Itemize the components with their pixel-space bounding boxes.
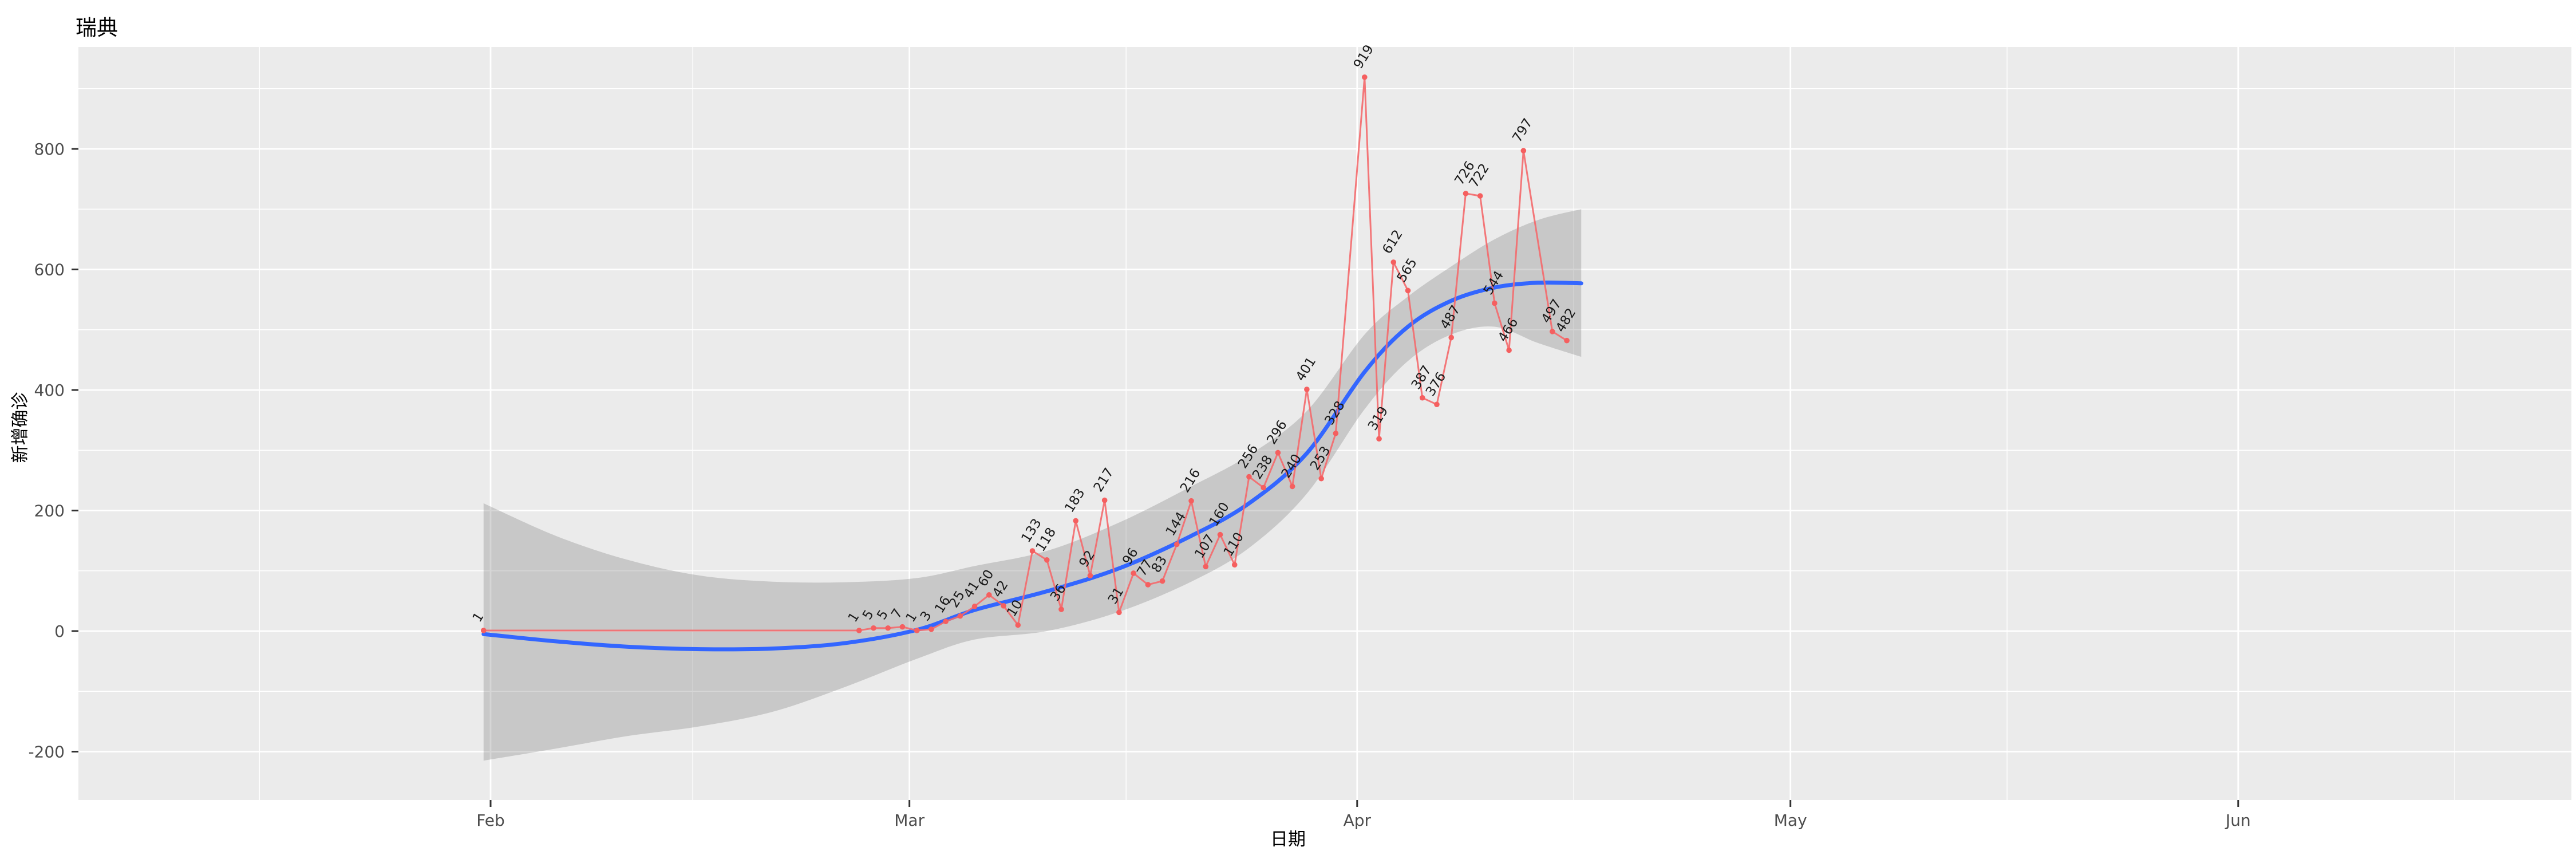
x-axis-tick-label: Apr: [1344, 811, 1372, 830]
data-point: [1044, 557, 1050, 563]
data-point: [1333, 430, 1339, 436]
data-point: [1116, 609, 1122, 616]
y-axis-title: 新增确诊: [10, 392, 31, 463]
x-axis-tick-label: Feb: [476, 811, 505, 830]
data-point: [1131, 570, 1136, 576]
y-axis-tick-label: 800: [34, 140, 65, 159]
data-point: [1058, 606, 1064, 612]
data-point: [1188, 498, 1194, 504]
confidence-band: [483, 209, 1582, 761]
data-point: [1246, 474, 1252, 480]
data-point: [1419, 395, 1425, 401]
data-point: [986, 592, 992, 598]
data-point: [480, 628, 487, 633]
data-point: [1362, 74, 1368, 80]
data-point: [1001, 602, 1006, 609]
data-point: [1231, 562, 1238, 568]
data-point: [899, 624, 906, 630]
data-point: [1087, 573, 1093, 578]
data-point: [971, 604, 978, 609]
data-point: [1477, 193, 1483, 199]
data-point: [1174, 541, 1180, 547]
data-point: [1073, 518, 1078, 524]
data-point: [1101, 497, 1108, 503]
x-axis-tick-label: Mar: [894, 811, 924, 830]
plot-panel: [78, 47, 2571, 800]
data-point: [1390, 259, 1397, 265]
data-point: [871, 625, 876, 631]
y-axis-tick-label: 600: [34, 261, 65, 279]
data-point: [1217, 531, 1223, 538]
data-point: [1289, 483, 1295, 490]
data-point: [1520, 148, 1527, 153]
data-point: [1448, 334, 1454, 341]
data-point: [856, 628, 862, 633]
data-point: [1318, 475, 1324, 482]
data-point: [1549, 329, 1555, 334]
data-point: [1275, 450, 1281, 456]
data-point: [885, 625, 891, 631]
data-point: [1261, 484, 1266, 491]
smooth-line: [481, 280, 1583, 652]
data-point: [1015, 622, 1021, 628]
data-point: [1145, 582, 1151, 588]
data-point: [1492, 300, 1498, 306]
data-point: [914, 628, 920, 633]
data-point: [943, 618, 949, 624]
plot-title: 瑞典: [76, 15, 118, 40]
data-point: [929, 626, 934, 632]
data-point: [1463, 191, 1469, 196]
x-axis-tick-label: Jun: [2225, 811, 2251, 830]
data-point: [1203, 564, 1209, 570]
data-point: [1159, 578, 1165, 584]
data-point: [1304, 387, 1310, 392]
x-axis-tick-label: May: [1774, 811, 1807, 830]
y-axis-tick-label: 400: [34, 381, 65, 400]
data-point: [957, 613, 963, 619]
data-point: [1506, 347, 1512, 353]
data-point: [1564, 337, 1570, 344]
y-axis-tick-label: 0: [54, 622, 65, 641]
y-axis-tick-label: -200: [28, 743, 65, 762]
data-point: [1376, 436, 1382, 442]
data-point: [1405, 287, 1411, 294]
y-axis-tick-label: 200: [34, 502, 65, 521]
x-axis-title: 日期: [1270, 829, 1306, 850]
data-point: [1434, 401, 1440, 408]
data-point: [1029, 548, 1036, 554]
